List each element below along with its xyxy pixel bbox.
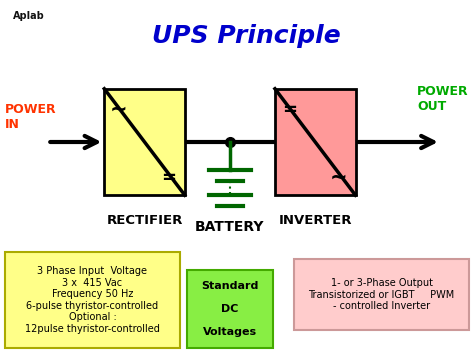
FancyBboxPatch shape xyxy=(275,89,356,195)
Text: POWER
OUT: POWER OUT xyxy=(417,86,469,113)
FancyBboxPatch shape xyxy=(294,259,469,330)
Text: 1- or 3-Phase Output
Transistorized or IGBT     PWM
- controlled Inverter: 1- or 3-Phase Output Transistorized or I… xyxy=(309,278,455,311)
FancyBboxPatch shape xyxy=(104,89,185,195)
Text: BATTERY: BATTERY xyxy=(195,220,264,234)
FancyBboxPatch shape xyxy=(5,252,180,348)
Text: UPS Principle: UPS Principle xyxy=(152,23,341,48)
Text: =: = xyxy=(161,169,176,186)
Text: INVERTER: INVERTER xyxy=(278,214,352,226)
Text: Aplab: Aplab xyxy=(13,11,44,21)
Text: ~: ~ xyxy=(109,100,128,120)
Text: Standard

DC

Voltages: Standard DC Voltages xyxy=(201,281,259,337)
Text: ~: ~ xyxy=(330,168,348,187)
FancyBboxPatch shape xyxy=(187,270,273,348)
Text: RECTIFIER: RECTIFIER xyxy=(106,214,183,226)
Text: 3 Phase Input  Voltage
3 x  415 Vac
Frequency 50 Hz
6-pulse thyristor-controlled: 3 Phase Input Voltage 3 x 415 Vac Freque… xyxy=(25,266,160,334)
Text: =: = xyxy=(282,101,297,119)
Text: POWER
IN: POWER IN xyxy=(5,103,56,131)
